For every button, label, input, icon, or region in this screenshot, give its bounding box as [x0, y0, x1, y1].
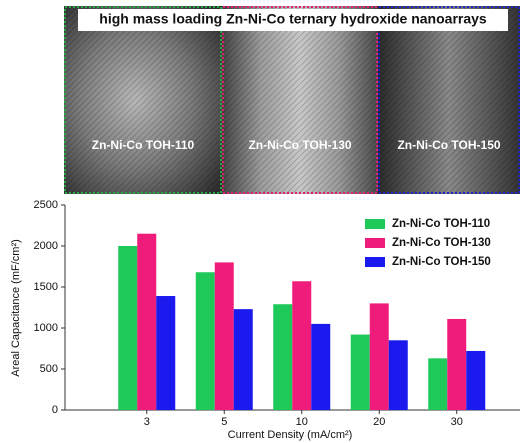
x-axis-label: Current Density (mA/cm²): [228, 429, 353, 441]
legend-label: Zn-Ni-Co TOH-150: [392, 256, 491, 268]
bar: [311, 324, 330, 410]
x-tick-label: 5: [221, 416, 227, 428]
bar: [389, 340, 408, 410]
legend-swatch: [365, 219, 385, 229]
texture: [64, 6, 520, 194]
bar: [196, 272, 215, 410]
image-label: Zn-Ni-Co TOH-130: [248, 138, 351, 152]
legend-swatch: [365, 238, 385, 248]
y-axis-label: Areal Capacitance (mF/cm²): [10, 239, 22, 377]
bar: [137, 234, 156, 410]
sem-images: high mass loading Zn-Ni-Co ternary hydro…: [64, 6, 520, 194]
legend-label: Zn-Ni-Co TOH-130: [392, 237, 491, 249]
image-label: Zn-Ni-Co TOH-150: [397, 138, 500, 152]
bar: [447, 319, 466, 410]
x-tick-label: 30: [451, 416, 463, 428]
bar: [370, 303, 389, 410]
bar: [234, 309, 253, 410]
legend-swatch: [365, 257, 385, 267]
image-label: Zn-Ni-Co TOH-110: [92, 138, 195, 152]
title: high mass loading Zn-Ni-Co ternary hydro…: [99, 11, 487, 27]
x-tick-label: 3: [144, 416, 150, 428]
bar: [215, 262, 234, 410]
legend-label: Zn-Ni-Co TOH-110: [392, 218, 490, 230]
x-tick-label: 10: [296, 416, 308, 428]
bar: [273, 304, 292, 410]
bar: [466, 351, 485, 410]
figure: high mass loading Zn-Ni-Co ternary hydro…: [0, 0, 528, 443]
y-tick-label: 2500: [34, 199, 58, 211]
bar: [156, 296, 175, 410]
y-tick-label: 1500: [34, 281, 58, 293]
bar: [428, 358, 447, 410]
x-tick-label: 20: [373, 416, 385, 428]
y-tick-label: 500: [40, 363, 58, 375]
bar: [351, 335, 370, 410]
bar: [292, 281, 311, 410]
y-tick-label: 2000: [34, 240, 58, 252]
y-tick-label: 1000: [34, 322, 58, 334]
bar: [118, 246, 137, 410]
y-tick-label: 0: [52, 404, 58, 416]
